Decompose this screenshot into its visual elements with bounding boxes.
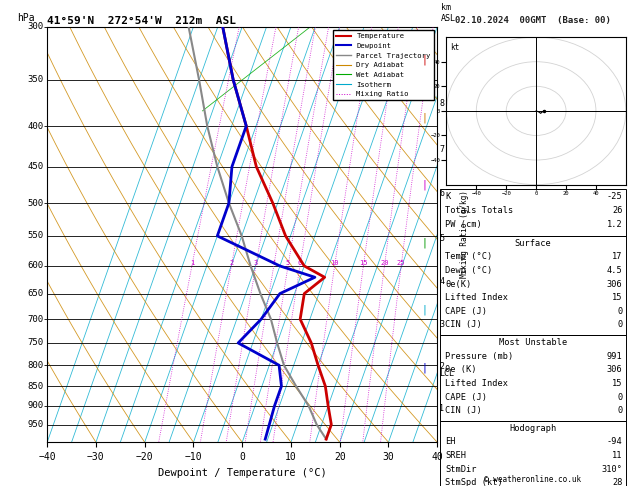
Text: 300: 300 bbox=[27, 22, 43, 31]
Text: 3: 3 bbox=[439, 320, 444, 329]
Text: 1: 1 bbox=[439, 404, 444, 414]
Text: 1.2: 1.2 bbox=[607, 220, 623, 229]
Text: Most Unstable: Most Unstable bbox=[499, 338, 567, 347]
Text: 850: 850 bbox=[27, 382, 43, 391]
Text: 2: 2 bbox=[229, 260, 233, 266]
Text: 15: 15 bbox=[359, 260, 367, 266]
Text: 350: 350 bbox=[27, 75, 43, 85]
Text: Surface: Surface bbox=[515, 239, 552, 248]
Text: 950: 950 bbox=[27, 420, 43, 429]
X-axis label: Dewpoint / Temperature (°C): Dewpoint / Temperature (°C) bbox=[158, 468, 326, 478]
Legend: Temperature, Dewpoint, Parcel Trajectory, Dry Adiabat, Wet Adiabat, Isotherm, Mi: Temperature, Dewpoint, Parcel Trajectory… bbox=[333, 30, 433, 100]
Text: 1: 1 bbox=[190, 260, 194, 266]
Text: SREH: SREH bbox=[445, 451, 466, 460]
Text: 25: 25 bbox=[397, 260, 406, 266]
Text: 310°: 310° bbox=[602, 465, 623, 474]
Text: 800: 800 bbox=[27, 361, 43, 370]
Text: PW (cm): PW (cm) bbox=[445, 220, 482, 229]
Text: Dewp (°C): Dewp (°C) bbox=[445, 266, 493, 275]
Text: 28: 28 bbox=[612, 478, 623, 486]
Text: 5: 5 bbox=[439, 234, 444, 243]
Text: Temp (°C): Temp (°C) bbox=[445, 252, 493, 261]
Text: 650: 650 bbox=[27, 289, 43, 298]
Text: 306: 306 bbox=[607, 365, 623, 374]
Text: kt: kt bbox=[450, 43, 459, 52]
Text: |: | bbox=[421, 238, 427, 248]
Text: |: | bbox=[421, 179, 427, 190]
Text: 400: 400 bbox=[27, 122, 43, 131]
Text: 6: 6 bbox=[298, 260, 302, 266]
Text: 450: 450 bbox=[27, 162, 43, 171]
Text: StmDir: StmDir bbox=[445, 465, 477, 474]
Text: 3: 3 bbox=[253, 260, 258, 266]
Text: 2: 2 bbox=[439, 362, 444, 371]
Text: 7: 7 bbox=[439, 145, 444, 154]
Text: Lifted Index: Lifted Index bbox=[445, 379, 508, 388]
Text: 0: 0 bbox=[618, 320, 623, 330]
Text: hPa: hPa bbox=[17, 13, 35, 22]
Text: Mixing Ratio (g/kg): Mixing Ratio (g/kg) bbox=[460, 191, 469, 278]
Text: 8: 8 bbox=[439, 99, 444, 108]
Text: -94: -94 bbox=[607, 437, 623, 447]
Text: 4: 4 bbox=[272, 260, 276, 266]
Text: km
ASL: km ASL bbox=[441, 3, 456, 22]
Text: CIN (J): CIN (J) bbox=[445, 320, 482, 330]
Text: K: K bbox=[445, 192, 450, 202]
Text: θe(K): θe(K) bbox=[445, 279, 471, 289]
Text: Pressure (mb): Pressure (mb) bbox=[445, 352, 513, 361]
Text: 750: 750 bbox=[27, 338, 43, 347]
Text: 550: 550 bbox=[27, 231, 43, 241]
Text: StmSpd (kt): StmSpd (kt) bbox=[445, 478, 503, 486]
Text: Totals Totals: Totals Totals bbox=[445, 206, 513, 215]
Text: |: | bbox=[421, 362, 427, 373]
Text: 0: 0 bbox=[618, 393, 623, 401]
Text: CAPE (J): CAPE (J) bbox=[445, 393, 487, 401]
Text: EH: EH bbox=[445, 437, 455, 447]
Text: 4.5: 4.5 bbox=[607, 266, 623, 275]
Text: CAPE (J): CAPE (J) bbox=[445, 307, 487, 316]
Text: 700: 700 bbox=[27, 314, 43, 324]
Text: |: | bbox=[421, 113, 427, 123]
Text: |: | bbox=[421, 304, 427, 314]
Text: 11: 11 bbox=[612, 451, 623, 460]
Text: 15: 15 bbox=[612, 293, 623, 302]
Text: 306: 306 bbox=[607, 279, 623, 289]
Text: -25: -25 bbox=[607, 192, 623, 202]
Text: 4: 4 bbox=[439, 277, 444, 286]
Text: 20: 20 bbox=[380, 260, 389, 266]
Text: Hodograph: Hodograph bbox=[509, 424, 557, 433]
Text: Lifted Index: Lifted Index bbox=[445, 293, 508, 302]
Text: 991: 991 bbox=[607, 352, 623, 361]
Text: 02.10.2024  00GMT  (Base: 00): 02.10.2024 00GMT (Base: 00) bbox=[455, 16, 611, 25]
Text: 41°59'N  272°54'W  212m  ASL: 41°59'N 272°54'W 212m ASL bbox=[47, 16, 236, 26]
Text: θe (K): θe (K) bbox=[445, 365, 477, 374]
Text: 5: 5 bbox=[286, 260, 290, 266]
Text: 0: 0 bbox=[618, 307, 623, 316]
Text: 900: 900 bbox=[27, 401, 43, 410]
Text: 6: 6 bbox=[439, 190, 444, 198]
Text: © weatheronline.co.uk: © weatheronline.co.uk bbox=[484, 474, 582, 484]
Text: 17: 17 bbox=[612, 252, 623, 261]
Text: |: | bbox=[421, 55, 427, 65]
Text: 0: 0 bbox=[618, 406, 623, 415]
Text: 600: 600 bbox=[27, 261, 43, 270]
Text: 15: 15 bbox=[612, 379, 623, 388]
Text: LCL: LCL bbox=[439, 369, 454, 378]
Text: 10: 10 bbox=[330, 260, 339, 266]
Text: 500: 500 bbox=[27, 199, 43, 208]
Text: 26: 26 bbox=[612, 206, 623, 215]
Text: CIN (J): CIN (J) bbox=[445, 406, 482, 415]
